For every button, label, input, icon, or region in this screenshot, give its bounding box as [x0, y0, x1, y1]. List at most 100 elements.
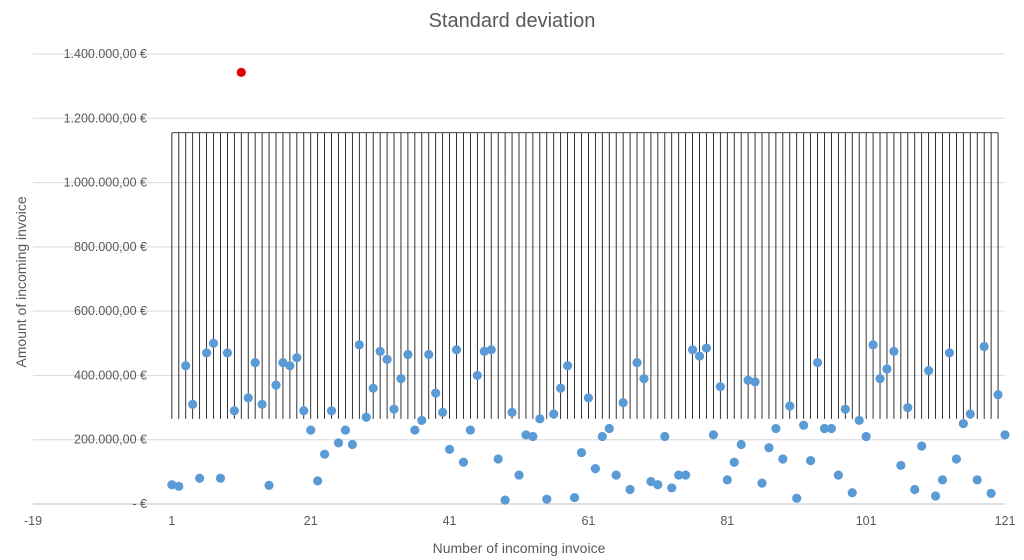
data-point	[438, 407, 448, 417]
data-point	[201, 348, 212, 358]
data-point	[493, 454, 503, 464]
data-point	[618, 398, 628, 408]
data-point	[542, 494, 552, 504]
data-point	[722, 475, 732, 485]
data-point	[576, 447, 587, 458]
data-point	[188, 399, 198, 409]
data-point	[750, 377, 760, 387]
data-point	[410, 425, 420, 435]
data-point	[181, 361, 191, 371]
data-point	[937, 475, 948, 485]
data-point	[924, 366, 934, 376]
data-point	[972, 475, 982, 485]
tick-labels: - € 200.000,00 € 400.000,00 € 600.000,00 € 8…	[24, 47, 1016, 528]
data-point	[757, 478, 767, 488]
data-point	[174, 481, 184, 491]
data-point	[736, 439, 746, 450]
data-point	[951, 454, 962, 464]
data-point	[486, 345, 496, 355]
data-point	[472, 370, 482, 381]
data-point	[403, 349, 413, 360]
data-point	[986, 488, 996, 498]
x-tick-label: 21	[304, 514, 318, 528]
data-point	[604, 423, 614, 434]
range-band	[171, 132, 999, 419]
x-tick-label: 81	[720, 514, 734, 528]
data-point	[326, 406, 337, 416]
data-point	[382, 354, 392, 364]
data-point	[333, 438, 344, 448]
data-point	[257, 399, 267, 409]
y-tick-label: 1.000.000,00 €	[64, 176, 147, 190]
y-axis-title: Amount of incoming invoice	[13, 196, 29, 367]
data-point	[340, 425, 351, 435]
data-point	[660, 431, 670, 442]
data-point	[653, 480, 663, 490]
data-point	[479, 346, 489, 356]
data-point	[514, 470, 524, 480]
data-point	[917, 441, 927, 451]
data-point	[222, 348, 232, 358]
data-point	[833, 470, 843, 480]
data-point	[826, 423, 837, 434]
data-point	[195, 473, 205, 483]
x-tick-label: 41	[443, 514, 457, 528]
data-point	[368, 383, 378, 393]
data-point	[847, 488, 857, 498]
data-point	[424, 349, 434, 360]
data-point	[507, 407, 517, 417]
data-point	[549, 409, 559, 419]
data-point	[729, 457, 739, 467]
data-point	[993, 390, 1003, 400]
data-point	[701, 343, 712, 353]
data-point	[354, 340, 364, 350]
data-point	[451, 345, 462, 355]
data-point	[208, 338, 219, 348]
data-point	[417, 415, 427, 426]
data-point	[535, 414, 545, 424]
data-point	[854, 415, 864, 426]
x-tick-label: 1	[168, 514, 175, 528]
data-point	[583, 393, 594, 403]
data-point	[167, 480, 177, 490]
data-point	[563, 361, 573, 371]
data-point	[347, 439, 357, 450]
data-point	[632, 357, 642, 368]
data-point	[694, 351, 705, 361]
y-tick-label: 800.000,00 €	[74, 240, 147, 254]
data-point	[465, 425, 475, 435]
data-point	[708, 430, 719, 440]
data-point	[569, 492, 580, 503]
data-point	[812, 357, 823, 368]
data-point	[875, 374, 885, 384]
outlier-point	[236, 67, 246, 77]
data-point	[799, 420, 809, 430]
data-point	[243, 393, 253, 403]
y-tick-label: 200.000,00 €	[74, 433, 147, 447]
data-point	[313, 476, 323, 486]
data-point	[458, 457, 469, 467]
data-point	[944, 348, 955, 358]
data-point	[625, 484, 635, 495]
x-tick-label: 101	[856, 514, 877, 528]
data-point	[778, 454, 788, 464]
y-tick-label: 400.000,00 €	[74, 368, 147, 382]
data-point	[521, 430, 531, 440]
data-point	[556, 383, 566, 393]
data-point	[882, 364, 892, 374]
data-point	[806, 456, 816, 466]
data-point	[958, 419, 968, 429]
data-point	[500, 495, 510, 505]
data-point	[320, 449, 330, 459]
chart-title: Standard deviation	[429, 10, 596, 32]
y-tick-label: - €	[132, 497, 147, 511]
data-point	[771, 423, 781, 434]
data-point	[792, 493, 802, 503]
data-point	[285, 361, 295, 371]
data-point	[271, 380, 281, 390]
x-tick-label: 61	[581, 514, 595, 528]
data-point	[250, 357, 260, 368]
x-tick-label: -19	[24, 514, 42, 528]
data-point	[889, 346, 899, 356]
data-point	[681, 470, 691, 480]
